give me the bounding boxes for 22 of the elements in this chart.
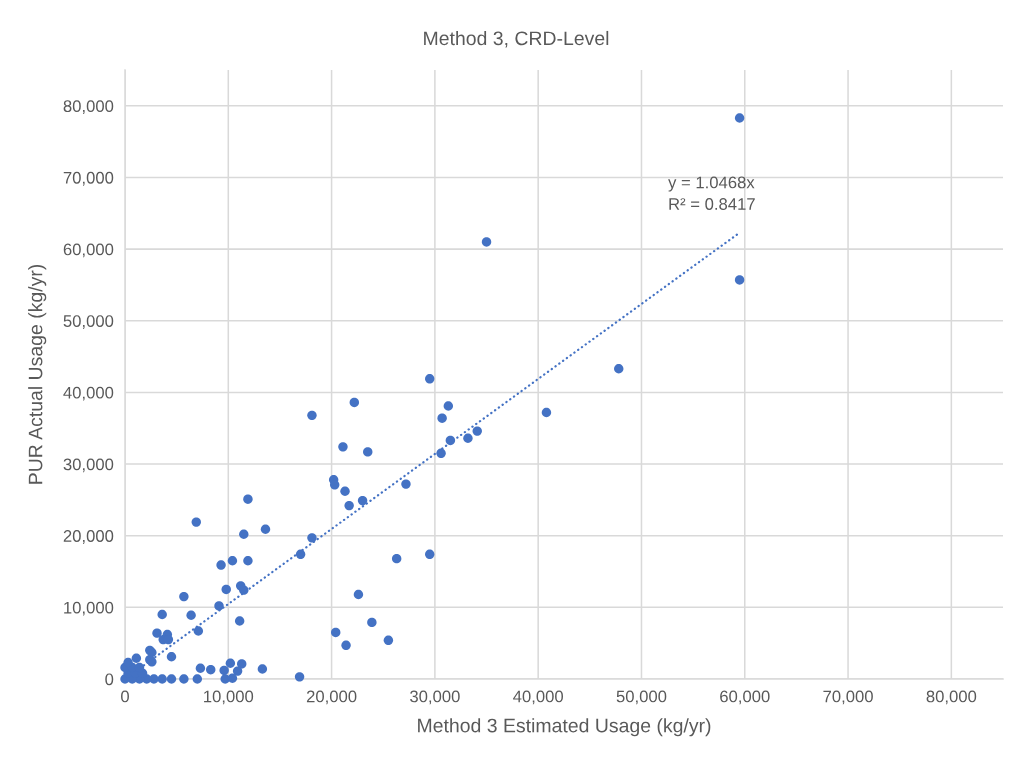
x-tick-label: 50,000 — [616, 690, 667, 705]
y-tick-label: 30,000 — [63, 458, 114, 473]
x-tick-label: 30,000 — [410, 690, 460, 705]
x-axis-title: Method 3 Estimated Usage (kg/yr) — [418, 718, 711, 737]
chart-title: Method 3, CRD-Level — [424, 30, 609, 48]
y-tick-label: 40,000 — [63, 386, 114, 401]
y-tick-label: 50,000 — [63, 315, 114, 329]
y-tick-label: 80,000 — [63, 100, 114, 114]
y-tick-label: 10,000 — [64, 601, 114, 616]
y-tick-label: 20,000 — [63, 530, 114, 544]
annotation: y = 1.0468x R² = 0.8417 — [668, 176, 755, 210]
x-tick-label: 20,000 — [306, 690, 357, 705]
y-tick-label: 70,000 — [63, 171, 114, 186]
y-tick-label: 60,000 — [63, 243, 114, 258]
x-tick-label: 10,000 — [204, 690, 254, 705]
x-tick-label: 0 — [121, 690, 129, 703]
y-tick-label: 0 — [105, 673, 114, 686]
x-tick-label: 60,000 — [720, 690, 770, 705]
x-tick-label: 40,000 — [513, 690, 564, 705]
x-tick-label: 80,000 — [926, 690, 977, 705]
x-tick-label: 70,000 — [823, 690, 873, 705]
y-axis-title: PUR Actual Usage (kg/yr) — [28, 264, 47, 484]
